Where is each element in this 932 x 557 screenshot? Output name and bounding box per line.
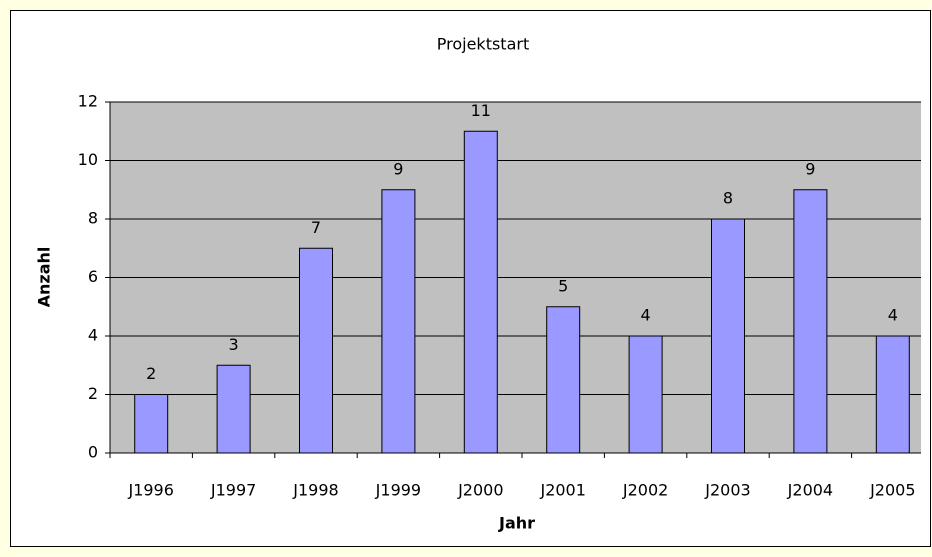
bar: [299, 247, 333, 454]
y-tick-label: 8: [88, 209, 98, 228]
x-tick-label: J2001: [539, 481, 585, 500]
x-tick-label: J1998: [292, 481, 338, 500]
data-label: 5: [558, 276, 568, 295]
bar: [711, 218, 745, 454]
y-tick-label: 0: [88, 443, 98, 462]
data-label: 3: [229, 335, 239, 354]
x-axis-title: Jahr: [498, 514, 535, 533]
x-tick-label: J2003: [704, 481, 750, 500]
x-tick-label: J2000: [457, 481, 503, 500]
bar: [546, 306, 581, 454]
y-axis-title: Anzahl: [35, 247, 54, 308]
plot: [109, 101, 921, 458]
data-label: 4: [641, 306, 651, 325]
data-label: 7: [311, 218, 321, 237]
x-tick-label: J1996: [127, 481, 173, 500]
bar: [463, 130, 498, 454]
x-tick-label: J2005: [869, 481, 915, 500]
chart-title: Projektstart: [437, 35, 529, 54]
data-label: 9: [393, 159, 403, 178]
y-tick-label: 6: [88, 267, 98, 286]
data-label: 9: [805, 159, 815, 178]
data-label: 11: [471, 101, 491, 120]
bar: [793, 189, 828, 454]
bar: [381, 189, 416, 454]
bar: [875, 335, 910, 454]
x-tick-label: J2002: [622, 481, 668, 500]
x-tick-label: J1999: [375, 481, 421, 500]
y-tick-label: 4: [88, 326, 98, 345]
data-label: 4: [888, 306, 898, 325]
y-tick-label: 10: [78, 150, 98, 169]
data-label: 8: [723, 189, 733, 208]
y-tick-label: 2: [88, 384, 98, 403]
y-tick-label: 12: [78, 92, 98, 111]
bar: [134, 394, 169, 454]
x-tick-label: J1997: [210, 481, 256, 500]
bar: [216, 364, 251, 454]
bar: [628, 335, 663, 454]
x-tick-label: J2004: [787, 481, 833, 500]
data-label: 2: [146, 364, 156, 383]
